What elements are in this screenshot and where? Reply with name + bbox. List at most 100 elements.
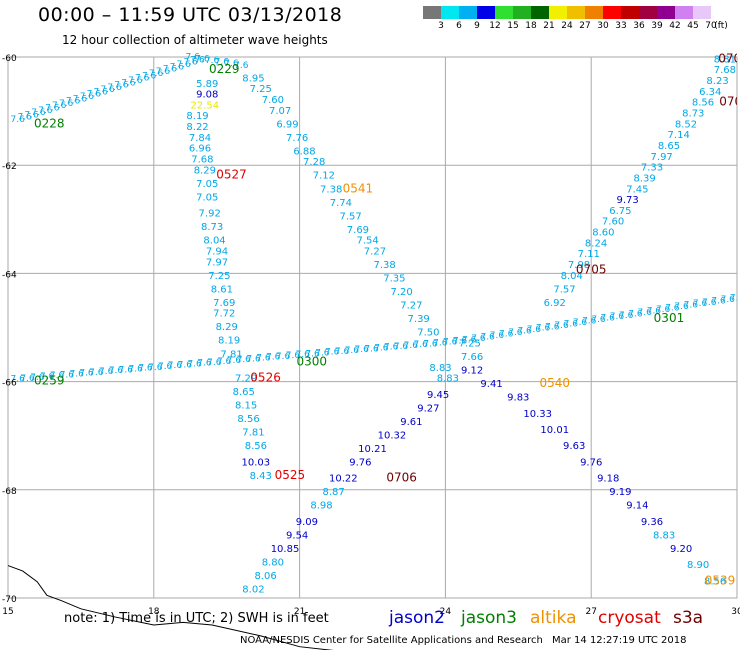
track-stream: 7.6 [499, 330, 514, 340]
swh-value-label: 9.76 [349, 457, 371, 468]
track-stream: 7.6 [45, 103, 60, 113]
track-stream: 7.6 [215, 58, 230, 68]
legend-swatch [549, 6, 567, 19]
legend-label: 24 [561, 21, 573, 31]
track-stream: 7.6 [100, 85, 115, 95]
swh-value-label: 7.11 [578, 249, 600, 260]
swh-value-label: 8.04 [561, 271, 583, 282]
track-stream: 7.6 [364, 344, 379, 354]
legend-swatch [513, 6, 531, 19]
swh-value-label: 6.88 [293, 146, 315, 157]
track-stream: 7.6 [582, 317, 597, 327]
swh-value-label: 8.90 [687, 560, 709, 571]
swh-value-label: 7.28 [303, 157, 325, 168]
swh-value-label: 7.27 [400, 301, 422, 312]
y-tick-label: -64 [2, 270, 17, 280]
track-stream: 7.6 [24, 110, 39, 120]
legend-label: 33 [615, 21, 627, 31]
track-stream: 7.6 [684, 301, 699, 311]
credit-line: NOAA/NESDIS Center for Satellite Applica… [240, 635, 543, 646]
swh-value-label: 9.41 [480, 379, 502, 390]
track-stream: 7.6 [246, 354, 261, 364]
swh-value-label: 7.07 [269, 106, 291, 117]
swh-value-label: 8.95 [242, 73, 264, 84]
x-tick-label: 24 [440, 607, 452, 617]
legend-swatch [675, 6, 693, 19]
track-stream: 7.6 [325, 348, 340, 358]
track-stream: 7.6 [394, 342, 409, 352]
swh-value-label: 7.29 [235, 374, 257, 385]
pass-time-label: 0704 [719, 95, 740, 109]
track-stream: 7.6 [217, 357, 232, 367]
track-stream: 7.6 [573, 318, 588, 328]
track-stream: 7.6 [545, 322, 560, 332]
swh-value-label: 8.65 [233, 387, 255, 398]
swh-value-label: 8.29 [216, 322, 238, 333]
track-stream: 7.6 [170, 62, 185, 72]
swh-value-label: 5.83 [208, 631, 230, 642]
swh-value-label: 7.72 [213, 309, 235, 320]
satellite-s3a-label: s3a [673, 608, 704, 628]
coastline [7, 565, 334, 650]
track-stream: 7.6 [517, 327, 532, 337]
swh-value-label: 7.81 [220, 349, 242, 360]
legend-swatch [621, 6, 639, 19]
legend-swatch [639, 6, 657, 19]
swh-value-label: 8.80 [262, 558, 284, 569]
track-stream: 7.6 [374, 343, 389, 353]
y-tick-label: -60 [2, 54, 17, 64]
y-tick-label: -66 [2, 379, 17, 389]
track-stream: 7.6 [20, 374, 35, 384]
track-stream: 7.6 [207, 358, 222, 368]
swh-value-label: 9.36 [641, 517, 663, 528]
legend-swatch [585, 6, 603, 19]
track-stream: 7.6 [527, 325, 542, 335]
swh-value-label: 7.05 [196, 192, 218, 203]
x-tick-label: 30 [731, 607, 740, 617]
track-stream: 7.6 [30, 373, 45, 383]
track-stream: 7.6 [121, 78, 136, 88]
antarctic-coastline [7, 565, 334, 650]
swh-value-label: 7.57 [339, 211, 361, 222]
track-stream: 7.6 [674, 302, 689, 312]
swh-value-label: 8.56 [245, 441, 267, 452]
legend-label: 15 [507, 21, 519, 31]
track-stream: 7.6 [11, 375, 26, 385]
track-stream: 7.6 [404, 341, 419, 351]
swh-value-label: 8.22 [186, 122, 208, 133]
legend-swatch [603, 6, 621, 19]
pass-time-label: 0301 [654, 311, 685, 325]
swh-value-label: 8.83 [429, 363, 451, 374]
track-stream: 7.6 [50, 371, 65, 381]
swh-value-label: 8.39 [634, 173, 656, 184]
swh-value-label: 8.43 [250, 471, 272, 482]
track-stream: 7.6 [168, 361, 183, 371]
swh-value-label: 7.12 [313, 171, 335, 182]
track-stream: 7.6 [60, 370, 75, 380]
track-stream: 7.6 [481, 332, 496, 342]
satellite-jason2-label: jason2 [389, 608, 445, 628]
track-stream: 7.6 [195, 54, 210, 64]
y-tick-label: -62 [2, 162, 17, 172]
track-stream: 7.6 [453, 337, 468, 347]
swh-value-label: 8.87 [322, 487, 344, 498]
swh-value-label: 7.05 [196, 179, 218, 190]
swh-value-label: 10.22 [329, 474, 358, 485]
swh-value-label: 7.25 [208, 271, 230, 282]
swh-value-label: 7.54 [357, 236, 379, 247]
track-stream: 7.6 [610, 312, 625, 322]
swh-value-label: 10.03 [242, 457, 271, 468]
track-stream: 7.6 [702, 298, 717, 308]
swh-value-label: 7.97 [206, 257, 228, 268]
track-stream: 7.6 [87, 90, 102, 100]
legend-label: 39 [651, 21, 663, 31]
wave-height-color-legend: 3 6 9 12 15 18 21 24 27 30 33 36 39 42 45 70 (ft) [423, 6, 728, 31]
graticule [7, 56, 738, 599]
swh-value-label: 8.02 [242, 585, 264, 596]
track-stream: 7.6 [17, 113, 32, 123]
track-stream: 7.6 [183, 58, 198, 68]
track-stream: 7.6 [423, 339, 438, 349]
swh-value-label: 8.04 [203, 236, 225, 247]
track-stream: 7.6 [619, 311, 634, 321]
